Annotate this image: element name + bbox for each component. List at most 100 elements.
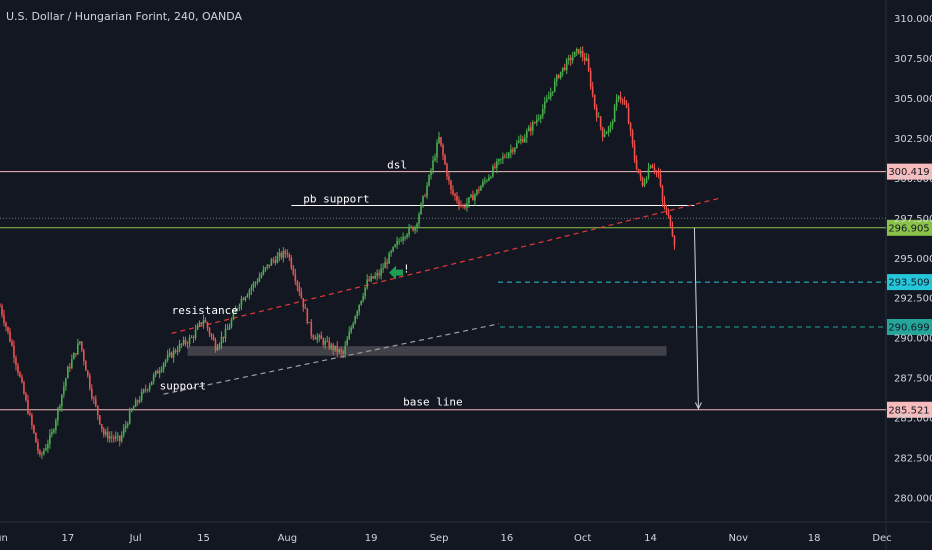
time-tick-label: 19: [365, 533, 378, 544]
candle-body: [619, 96, 622, 100]
candle-body: [258, 277, 261, 282]
green-arrow-icon: [389, 265, 404, 280]
time-tick-label: 18: [808, 533, 821, 544]
candle-body: [569, 57, 572, 61]
trendlines: [163, 196, 723, 410]
candle-body: [85, 361, 87, 371]
candle-body: [47, 443, 49, 449]
candle-body: [88, 375, 91, 389]
candle-body: [306, 308, 309, 323]
candle-body: [316, 337, 319, 340]
candle-body: [232, 312, 235, 320]
candle-body: [346, 339, 349, 346]
time-tick-label: Oct: [574, 533, 591, 544]
candle-body: [645, 178, 648, 183]
candle-body: [154, 370, 157, 376]
candle-body: [450, 180, 452, 190]
red-trendline: [171, 196, 723, 334]
candle-body: [524, 137, 526, 143]
candle-body: [328, 340, 331, 349]
candle-body: [338, 349, 341, 353]
candle-body: [194, 329, 197, 338]
candle-body: [482, 181, 484, 187]
candle-body: [424, 195, 426, 197]
candle-body: [352, 323, 354, 328]
candle-body: [382, 268, 384, 269]
candle-body: [246, 294, 249, 298]
candle-body: [182, 339, 185, 345]
candle-body: [386, 262, 388, 264]
candle-body: [35, 432, 37, 443]
candle-body: [543, 101, 546, 109]
candle-body: [537, 118, 540, 120]
level-price-tag: [887, 274, 932, 291]
candle-body: [204, 320, 207, 323]
candle-body: [61, 394, 63, 407]
candle-body: [398, 240, 400, 242]
candle-body: [79, 341, 81, 344]
candle-body: [595, 107, 598, 118]
candle-body: [510, 149, 512, 153]
candle-body: [244, 297, 247, 300]
candle-body: [533, 122, 536, 124]
candle-body: [304, 307, 307, 309]
candle-body: [300, 292, 303, 299]
candle-body: [96, 405, 99, 416]
candle-body: [432, 160, 434, 171]
annotation-label: !: [403, 263, 410, 276]
price-tick-label: 280.000: [894, 494, 932, 505]
candle-body: [294, 274, 297, 282]
candle-body: [661, 186, 664, 202]
candle-body: [591, 86, 594, 95]
candle-body: [462, 205, 464, 207]
candle-body: [196, 325, 199, 330]
candle-body: [25, 393, 27, 400]
candle-body: [250, 287, 253, 291]
candle-body: [506, 157, 508, 158]
candle-body: [49, 434, 51, 444]
candle-body: [144, 389, 147, 391]
candle-body: [318, 335, 321, 338]
candle-body: [508, 152, 510, 158]
candle-body: [502, 156, 504, 159]
candle-body: [292, 267, 295, 275]
candle-body: [100, 424, 103, 429]
candle-body: [627, 107, 630, 123]
candle-body: [9, 331, 11, 342]
candle-body: [146, 389, 149, 391]
candle-body: [514, 147, 516, 152]
candle-body: [468, 197, 470, 204]
candle-body: [120, 434, 123, 441]
candle-body: [617, 96, 620, 100]
price-tick-label: 287.500: [894, 374, 932, 385]
candle-body: [192, 337, 195, 339]
candle-body: [198, 322, 201, 326]
level-price-tag: [887, 219, 932, 236]
candle-body: [112, 437, 115, 439]
level-price-label: 293.509: [888, 278, 929, 289]
level-price-label: 290.699: [888, 322, 929, 333]
candle-body: [254, 282, 257, 284]
candle-body: [222, 336, 225, 339]
candle-body: [130, 408, 133, 412]
candle-body: [186, 343, 189, 345]
candle-body: [122, 428, 125, 435]
candle-body: [372, 276, 374, 279]
candle-body: [124, 425, 127, 429]
candle-body: [126, 423, 129, 426]
candle-body: [581, 51, 584, 58]
support-trendline: [163, 323, 499, 395]
candles: [0, 46, 676, 460]
candle-body: [324, 341, 327, 345]
price-tick-label: 302.500: [894, 134, 932, 145]
candle-body: [643, 182, 646, 186]
candle-body: [388, 253, 390, 264]
candle-body: [168, 352, 171, 356]
candle-body: [374, 275, 376, 279]
annotations: dsl pb support resistance support base line!: [160, 159, 463, 409]
candle-body: [563, 67, 566, 71]
candle-body: [210, 334, 213, 337]
candle-body: [659, 174, 662, 187]
candle-body: [350, 327, 353, 332]
